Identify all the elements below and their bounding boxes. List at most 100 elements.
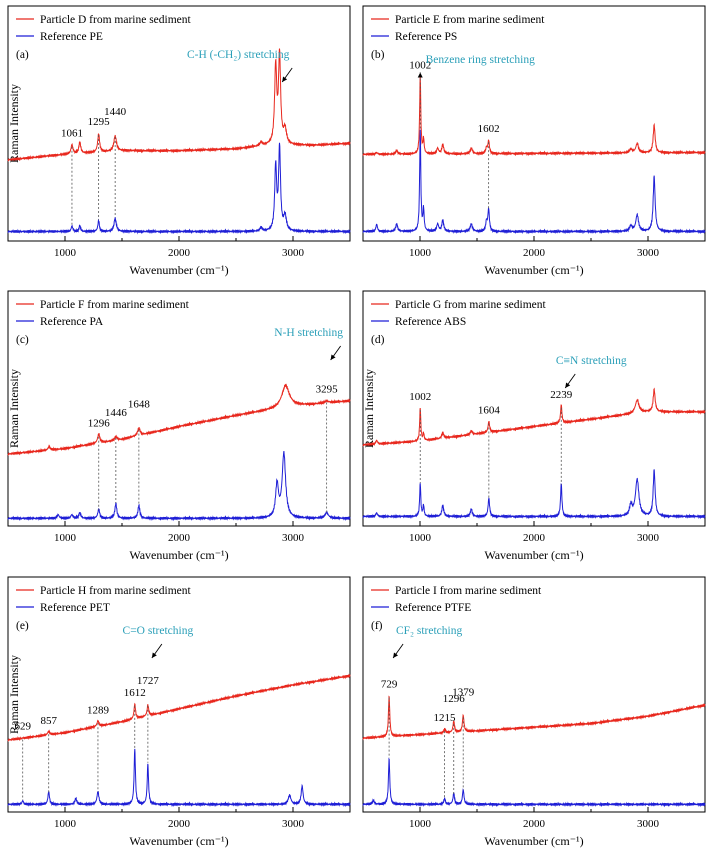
- x-tick-label: 3000: [282, 532, 305, 544]
- x-tick-label: 1000: [409, 532, 432, 544]
- x-tick-label: 1000: [409, 818, 432, 830]
- legend-label: Reference PET: [40, 602, 110, 614]
- peak-label: 857: [40, 715, 57, 727]
- annotation-label: C≡N stretching: [556, 355, 627, 367]
- panel-label: (d): [371, 334, 385, 346]
- panel-e: 1000 2000 3000 Wavenumber (cm⁻¹) Raman Inten…: [7, 576, 351, 848]
- x-tick-label: 1000: [409, 247, 432, 259]
- panel-label: (a): [16, 49, 29, 61]
- peak-label: 1002: [409, 391, 431, 403]
- peak-label: 1061: [61, 128, 83, 140]
- panel-label: (f): [371, 620, 383, 632]
- x-tick-label: 3000: [282, 247, 305, 259]
- peak-label: 1602: [478, 123, 500, 135]
- legend-label: Particle I from marine sediment: [395, 585, 542, 597]
- x-axis-label: Wavenumber (cm⁻¹): [129, 263, 228, 277]
- x-tick-label: 3000: [637, 247, 660, 259]
- legend-label: Reference PS: [395, 31, 457, 43]
- peak-label: 1440: [104, 106, 127, 118]
- x-tick-label: 1000: [54, 818, 77, 830]
- reference-spectrum-line: [7, 142, 351, 235]
- reference-spectrum-line: [362, 129, 706, 235]
- annotation-arrowhead: [282, 76, 288, 82]
- x-tick-label: 3000: [637, 818, 660, 830]
- peak-label: 729: [381, 679, 398, 691]
- peak-label: 1296: [443, 693, 466, 705]
- reference-spectrum-line: [362, 757, 706, 808]
- peak-label: 1215: [434, 712, 457, 724]
- panel-label: (e): [16, 620, 29, 632]
- y-axis-label: Raman Intensity: [362, 369, 376, 448]
- x-tick-label: 1000: [54, 247, 77, 259]
- legend: Particle E from marine sediment Reference…: [371, 14, 545, 43]
- annotation-label: N-H stretching: [274, 327, 343, 339]
- panel-c: 1000 2000 3000 Wavenumber (cm⁻¹) Raman Inten…: [7, 290, 351, 562]
- sample-spectrum-line: [7, 48, 351, 162]
- legend-label: Reference ABS: [395, 316, 466, 328]
- y-axis-label: Raman Intensity: [7, 369, 21, 448]
- x-tick-label: 2000: [523, 818, 546, 830]
- x-tick-label: 2000: [523, 247, 546, 259]
- sample-spectrum-line: [362, 387, 706, 447]
- peak-label: 2239: [550, 389, 573, 401]
- reference-spectrum-line: [362, 469, 706, 520]
- x-tick-label: 3000: [637, 532, 660, 544]
- peak-label: 1648: [128, 399, 151, 411]
- panel-d: 1000 2000 3000 Wavenumber (cm⁻¹) Raman Inten…: [362, 290, 706, 562]
- legend: Particle H from marine sediment Reference…: [16, 585, 192, 614]
- reference-spectrum-line: [7, 451, 351, 522]
- panel-label: (b): [371, 49, 385, 61]
- legend: Particle G from marine sediment Reference…: [371, 299, 547, 328]
- legend-label: Reference PE: [40, 31, 103, 43]
- annotation-arrowhead: [330, 354, 336, 360]
- x-tick-label: 3000: [282, 818, 305, 830]
- annotation-label: CF₂ stretching: [396, 625, 463, 637]
- x-tick-label: 2000: [168, 818, 191, 830]
- peak-label: 1295: [88, 116, 111, 128]
- x-tick-label: 2000: [168, 247, 191, 259]
- legend-label: Reference PTFE: [395, 602, 471, 614]
- sample-spectrum-line: [7, 383, 351, 457]
- annotation-label: C-H (-CH₂) stretching: [187, 49, 290, 61]
- legend-label: Particle G from marine sediment: [395, 299, 547, 311]
- legend-label: Particle E from marine sediment: [395, 14, 545, 26]
- panel-label: (c): [16, 334, 29, 346]
- annotation-label: Benzene ring stretching: [426, 54, 535, 66]
- panel-f: 1000 2000 3000 Wavenumber (cm⁻¹) Particle I …: [362, 576, 706, 848]
- panel-a: 1000 2000 3000 Wavenumber (cm⁻¹) Raman Inten…: [7, 5, 351, 277]
- y-axis-label: Raman Intensity: [7, 84, 21, 163]
- legend: Particle F from marine sediment Reference…: [16, 299, 190, 328]
- y-axis-label: Raman Intensity: [7, 655, 21, 734]
- annotation-arrowhead: [565, 382, 571, 388]
- peak-label: 1379: [452, 686, 475, 698]
- x-tick-label: 2000: [523, 532, 546, 544]
- x-axis-label: Wavenumber (cm⁻¹): [484, 263, 583, 277]
- reference-spectrum-line: [7, 748, 351, 808]
- legend: Particle D from marine sediment Reference…: [16, 14, 192, 43]
- annotation-label: C=O stretching: [123, 625, 194, 637]
- sample-spectrum-line: [362, 695, 706, 741]
- x-axis-label: Wavenumber (cm⁻¹): [129, 834, 228, 848]
- peak-label: 1612: [124, 687, 146, 699]
- peak-label: 1002: [409, 59, 431, 71]
- peak-label: 3295: [316, 384, 339, 396]
- legend-label: Reference PA: [40, 316, 104, 328]
- peak-label: 1296: [88, 418, 111, 430]
- peak-label: 1289: [87, 704, 110, 716]
- legend-label: Particle D from marine sediment: [40, 14, 192, 26]
- peak-label: 629: [14, 720, 31, 732]
- peak-label: 1446: [105, 407, 128, 419]
- peak-label: 1604: [478, 404, 501, 416]
- panel-b: 1000 2000 3000 Wavenumber (cm⁻¹) Particle E …: [362, 5, 706, 277]
- x-tick-label: 1000: [54, 532, 77, 544]
- legend-label: Particle H from marine sediment: [40, 585, 192, 597]
- annotation-arrowhead: [417, 72, 423, 78]
- x-axis-label: Wavenumber (cm⁻¹): [484, 548, 583, 562]
- legend: Particle I from marine sediment Reference…: [371, 585, 542, 614]
- peak-label: 1727: [137, 675, 160, 687]
- legend-label: Particle F from marine sediment: [40, 299, 190, 311]
- annotation-arrowhead: [151, 652, 157, 658]
- annotation-arrowhead: [393, 652, 399, 658]
- x-axis-label: Wavenumber (cm⁻¹): [129, 548, 228, 562]
